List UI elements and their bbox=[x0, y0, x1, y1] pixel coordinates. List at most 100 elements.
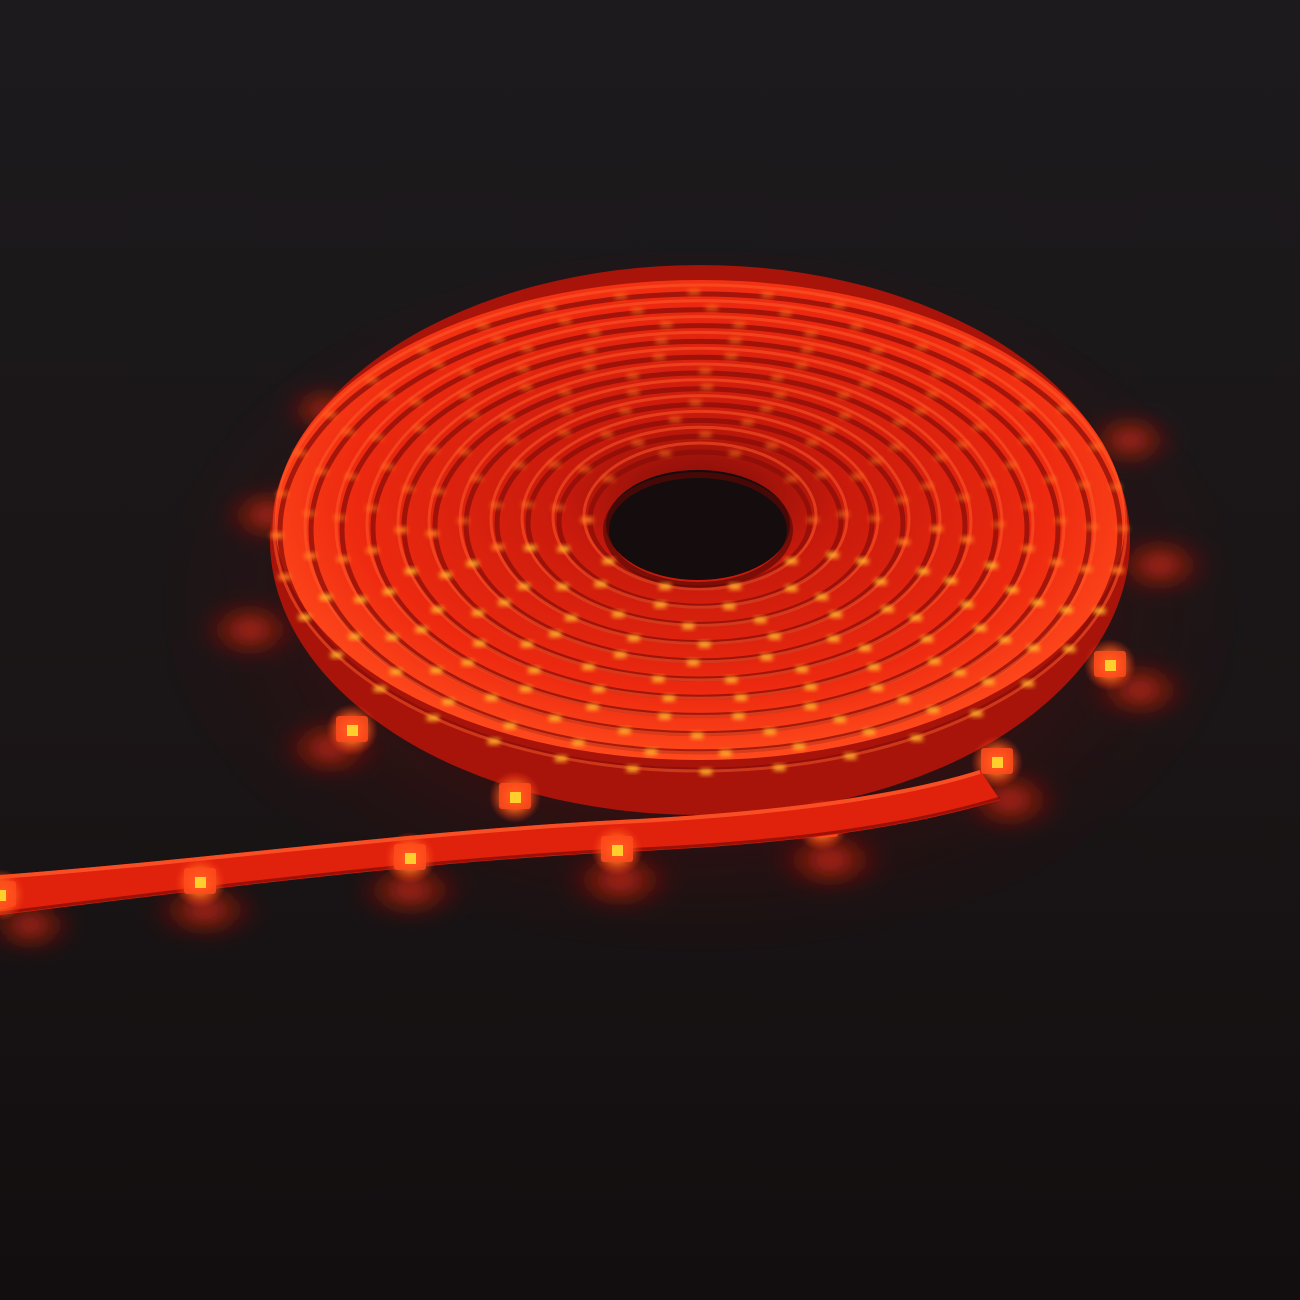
led-chip bbox=[833, 716, 846, 723]
led-chip bbox=[698, 641, 711, 648]
reel-ring-highlight bbox=[427, 362, 973, 682]
led-chip bbox=[804, 683, 817, 690]
led-chip bbox=[614, 651, 627, 658]
led-chip bbox=[1055, 441, 1068, 448]
led-chip bbox=[793, 743, 806, 750]
led-chip bbox=[491, 544, 504, 551]
led-chip bbox=[410, 399, 423, 406]
led-chip bbox=[390, 668, 403, 675]
led-chip bbox=[1111, 567, 1124, 574]
led-chip bbox=[934, 454, 947, 461]
led-chip bbox=[662, 695, 675, 702]
led-chip bbox=[915, 343, 928, 350]
led-chip bbox=[1014, 372, 1027, 379]
led-chip bbox=[982, 678, 995, 685]
led-chip bbox=[856, 558, 869, 565]
led-chip bbox=[889, 443, 902, 450]
led-chip bbox=[700, 768, 713, 775]
led-chip bbox=[559, 318, 572, 325]
led-chip bbox=[517, 365, 530, 372]
led-chip bbox=[417, 347, 430, 354]
led-chip bbox=[733, 321, 746, 328]
led-chip bbox=[528, 667, 541, 674]
led-chip bbox=[276, 490, 289, 497]
led-chip bbox=[602, 475, 615, 482]
led-chip bbox=[773, 391, 786, 398]
led-chip bbox=[785, 558, 798, 565]
led-chip bbox=[582, 663, 595, 670]
led-chip bbox=[944, 577, 957, 584]
led-chip bbox=[386, 634, 399, 641]
led-chip bbox=[874, 578, 887, 585]
led-chip bbox=[930, 525, 943, 532]
led-chip bbox=[957, 494, 970, 501]
led-chip bbox=[1063, 646, 1076, 653]
led-chip bbox=[953, 669, 966, 676]
led-chip bbox=[645, 749, 658, 756]
led-chip bbox=[826, 552, 839, 559]
led-chip bbox=[631, 439, 644, 446]
led-chip bbox=[432, 488, 445, 495]
led-chip bbox=[556, 583, 569, 590]
led-chip bbox=[1021, 680, 1034, 687]
led-chip bbox=[1085, 523, 1098, 530]
led-chip bbox=[565, 614, 578, 621]
led-chip bbox=[859, 381, 872, 388]
led-chip bbox=[732, 713, 745, 720]
led-chip bbox=[459, 392, 472, 399]
led-chip bbox=[719, 750, 732, 757]
led-chip bbox=[365, 505, 378, 512]
led-chip bbox=[466, 412, 479, 419]
led-chip bbox=[517, 583, 530, 590]
reel-ring-highlight bbox=[551, 425, 849, 609]
led-chip bbox=[519, 685, 532, 692]
led-chip bbox=[294, 450, 307, 457]
led-chip bbox=[659, 583, 672, 590]
led-chip bbox=[413, 425, 426, 432]
led-chip bbox=[594, 581, 607, 588]
led-chip bbox=[867, 664, 880, 671]
led-chip bbox=[557, 545, 570, 552]
led-chip bbox=[760, 406, 773, 413]
led-chip bbox=[985, 562, 998, 569]
led-chip bbox=[466, 560, 479, 567]
led-chip bbox=[804, 330, 817, 337]
led-chip bbox=[972, 424, 985, 431]
led-chip bbox=[909, 614, 922, 621]
led-chip bbox=[442, 698, 455, 705]
led-chip bbox=[700, 383, 713, 390]
led-chip bbox=[972, 371, 985, 378]
led-chip bbox=[1004, 462, 1017, 469]
led-chip bbox=[626, 372, 639, 379]
led-chip bbox=[618, 728, 631, 735]
led-chip bbox=[897, 696, 910, 703]
led-chip bbox=[458, 449, 471, 456]
led-chip bbox=[974, 625, 987, 632]
led-chip bbox=[586, 704, 599, 711]
led-chip bbox=[520, 641, 533, 648]
led-chip bbox=[837, 510, 850, 517]
led-chip bbox=[470, 475, 483, 482]
led-chip bbox=[461, 659, 474, 666]
led-chip bbox=[506, 437, 519, 444]
led-chip bbox=[859, 645, 872, 652]
led-chip bbox=[513, 462, 526, 469]
led-chip bbox=[832, 302, 845, 309]
led-chip bbox=[653, 353, 666, 360]
led-chip bbox=[333, 514, 346, 521]
led-chip bbox=[807, 517, 819, 523]
led-chip bbox=[381, 463, 394, 470]
led-chip bbox=[342, 429, 355, 436]
led-chip bbox=[660, 321, 673, 328]
led-chip bbox=[485, 694, 498, 701]
led-chip bbox=[850, 323, 863, 330]
led-chip bbox=[851, 473, 864, 480]
led-chip bbox=[278, 574, 291, 581]
led-chip bbox=[324, 411, 337, 418]
led-chip bbox=[829, 611, 842, 618]
led-chip bbox=[1006, 586, 1019, 593]
led-chip bbox=[691, 732, 704, 739]
led-chip bbox=[381, 393, 394, 400]
led-chip bbox=[477, 322, 490, 329]
